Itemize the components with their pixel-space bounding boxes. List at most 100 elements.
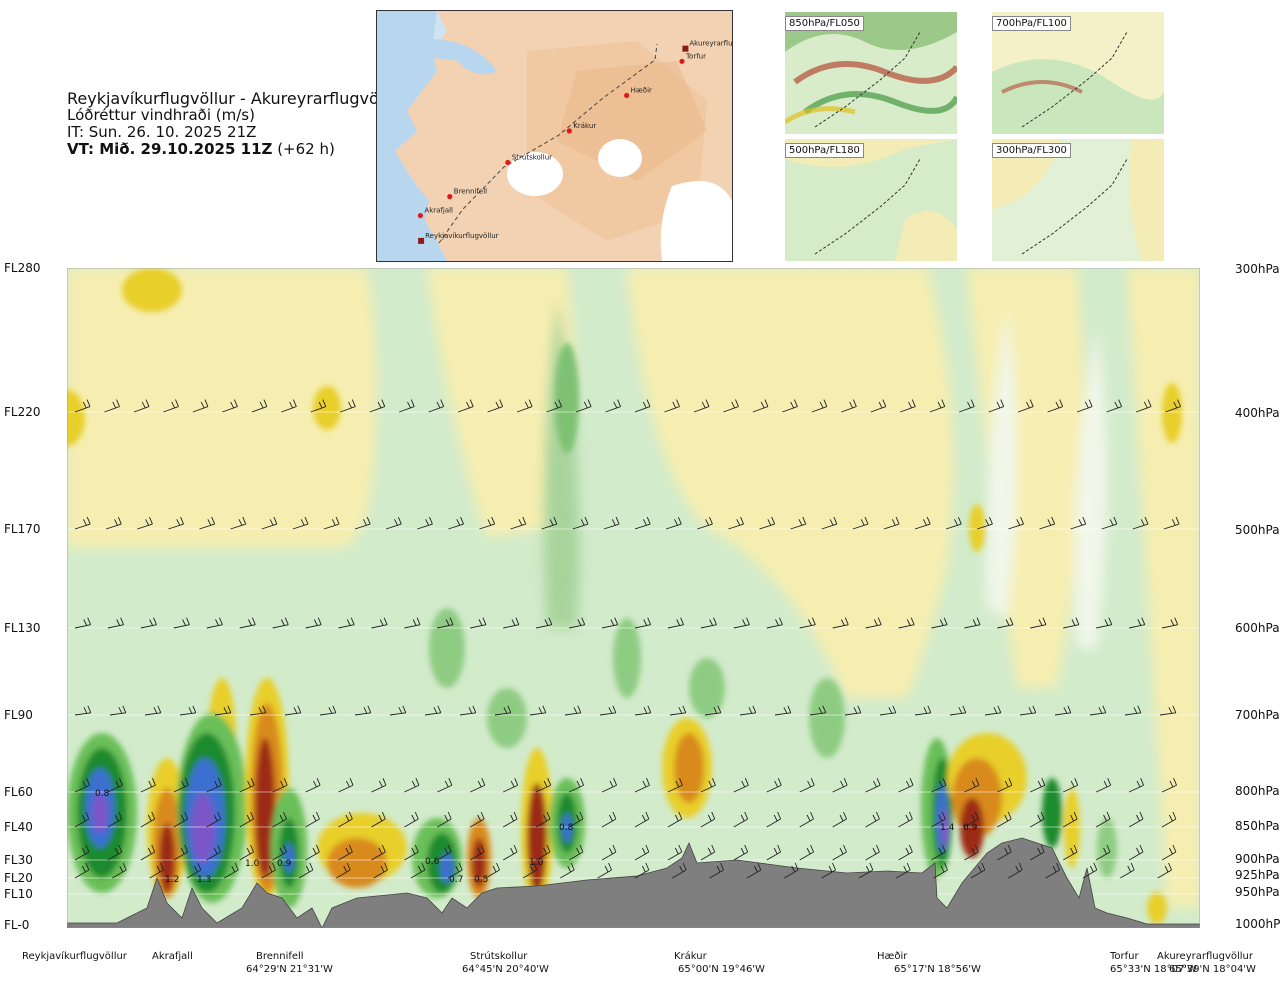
wind-barb <box>437 811 452 828</box>
wind-barb <box>144 705 162 716</box>
chart-title-block: Reykjavíkurflugvöllur - Akureyrarflugvöl… <box>67 90 404 158</box>
wind-barb <box>272 617 289 629</box>
wind-barb <box>168 516 184 530</box>
wind-barb <box>214 705 232 716</box>
value-labels: 0.8 1.2 1.3 1.0 0.9 0.6 0.7 0.5 1.0 0.8 1.4 0.9 <box>95 789 978 885</box>
wind-barb <box>399 399 415 413</box>
route-map: Reykjavíkurflugvöllur Akrafjall Brennifell… <box>376 10 733 262</box>
wind-barb <box>437 617 454 629</box>
wind-barb <box>186 862 202 879</box>
wind-barb <box>1132 516 1149 530</box>
wind-barb <box>112 862 127 879</box>
wind-barb <box>599 705 617 716</box>
wind-barb <box>931 617 948 629</box>
wind-barb <box>782 399 798 413</box>
wind-barb <box>281 399 297 413</box>
route-point-marker <box>566 128 572 134</box>
pressure-label-600: 600hPa <box>1235 621 1280 635</box>
wind-barb <box>634 399 651 413</box>
wind-barb <box>389 705 407 716</box>
wind-barb <box>239 844 254 861</box>
wind-barb <box>1063 844 1078 861</box>
wind-barb <box>536 617 553 629</box>
wind-barb <box>437 778 453 793</box>
field-large-scale <box>67 268 1200 908</box>
wind-barb <box>104 399 120 413</box>
wind-barb <box>163 399 179 413</box>
wind-barb <box>1008 516 1024 530</box>
wind-barb <box>634 617 652 629</box>
level-label-fl10: FL10 <box>4 887 33 901</box>
route-point-marker <box>682 45 689 52</box>
wind-barb <box>799 844 814 861</box>
mini-map-850-label: 850hPa/FL050 <box>785 16 864 31</box>
wind-barb <box>292 516 309 530</box>
wind-barb <box>470 844 485 861</box>
wind-barb <box>109 705 127 716</box>
wind-barb <box>852 516 869 530</box>
wind-barb <box>510 516 527 530</box>
wind-barb <box>354 705 372 716</box>
wind-barb <box>914 705 932 716</box>
wind-barb <box>832 811 847 828</box>
terrain-profile <box>67 837 1200 928</box>
wind-barb <box>385 516 402 530</box>
wind-barb <box>945 516 962 530</box>
wind-barb <box>664 399 680 413</box>
station-akrafjall: Akrafjall <box>152 950 193 963</box>
cross-section-chart: 0.8 1.2 1.3 1.0 0.9 0.6 0.7 0.5 1.0 0.8 1.4 0.9 <box>67 268 1200 928</box>
wind-barb <box>603 516 620 530</box>
wind-barb <box>1161 778 1177 793</box>
wind-barb <box>1030 778 1046 793</box>
wind-barb <box>230 516 247 530</box>
wind-barb <box>634 778 650 793</box>
wind-barb <box>137 516 153 530</box>
wind-barb <box>766 811 782 828</box>
wind-barb <box>458 399 474 413</box>
wind-barb <box>1076 399 1093 413</box>
wind-barb <box>410 862 426 879</box>
wind-barb <box>709 862 724 879</box>
wind-barb <box>470 617 487 629</box>
wind-barb <box>149 862 164 879</box>
wind-barb <box>437 844 452 861</box>
value-label: 0.8 <box>95 789 110 799</box>
station-name: Brennifell <box>256 951 304 962</box>
value-label: 1.3 <box>197 875 211 885</box>
route-points: Reykjavíkurflugvöllur Akrafjall Brennifell… <box>417 40 732 244</box>
station-name: Krákur <box>674 951 707 962</box>
wind-barb <box>371 617 388 629</box>
wind-barb <box>239 617 256 629</box>
valid-time: VT: Mið. 29.10.2025 11Z (+62 h) <box>67 141 404 158</box>
wind-barb <box>470 811 485 828</box>
pressure-label-700: 700hPa <box>1235 708 1280 722</box>
station-name: Torfur <box>1110 951 1139 962</box>
wind-barb <box>1165 399 1181 413</box>
wind-barb <box>319 705 337 716</box>
wind-barb <box>494 705 512 716</box>
wind-barb <box>931 811 946 828</box>
wind-barb <box>371 811 386 828</box>
wind-barb <box>373 862 388 879</box>
wind-barb <box>900 399 916 413</box>
wind-barbs <box>74 268 1181 879</box>
wind-barb <box>459 705 477 716</box>
wind-barb <box>733 617 750 629</box>
wind-barb <box>898 617 915 629</box>
wind-barb <box>746 862 762 879</box>
wind-barb <box>404 844 419 861</box>
wind-barb <box>766 778 782 793</box>
pressure-label-900: 900hPa <box>1235 852 1280 866</box>
value-label: 0.6 <box>425 857 440 867</box>
route-point-label: Brennifell <box>454 188 487 196</box>
mini-map-300-label: 300hPa/FL300 <box>992 143 1071 158</box>
wind-barb <box>74 844 90 861</box>
wind-barb <box>1157 862 1172 879</box>
wind-barb <box>192 399 209 413</box>
wind-barb <box>503 778 519 793</box>
wind-barb <box>1163 516 1180 530</box>
wind-barb <box>977 516 993 530</box>
wind-barb <box>535 778 552 793</box>
wind-barb <box>206 617 223 629</box>
wind-barb <box>338 778 354 793</box>
